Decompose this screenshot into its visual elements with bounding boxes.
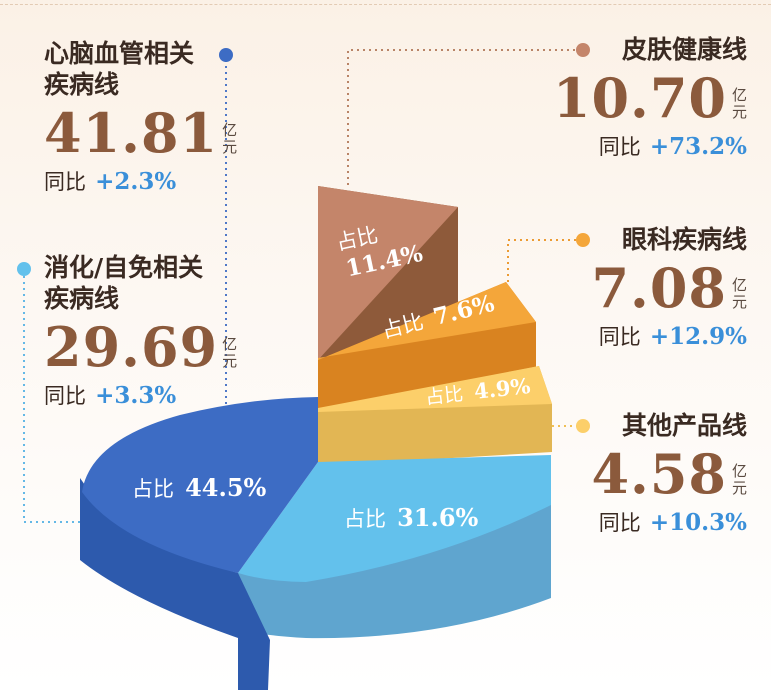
category-name-line2: 疾病线 [44, 284, 120, 313]
connector-digest [23, 270, 300, 523]
category-name-line2: 疾病线 [44, 70, 120, 99]
growth-prefix: 同比 [44, 384, 86, 408]
growth-value: +3.3% [95, 382, 177, 409]
share-label-cardio: 占比 44.5% [132, 473, 267, 502]
legend-dot-cardio [219, 48, 233, 62]
revenue-value: 10.70 [552, 66, 727, 130]
pie-slice-cardio [80, 397, 318, 690]
growth-prefix: 同比 [44, 170, 86, 194]
category-name: 心脑血管相关 [44, 39, 195, 68]
connector-skin [347, 49, 576, 185]
unit-label: 亿元 [731, 86, 747, 121]
category-name: 眼科疾病线 [621, 225, 747, 254]
growth-value: +73.2% [649, 133, 747, 160]
category-name: 皮肤健康线 [621, 35, 747, 64]
legend-dot-digest [17, 262, 31, 276]
revenue-value: 29.69 [44, 315, 219, 379]
legend-dot-eye [576, 233, 590, 247]
pie-slice-digest [238, 455, 551, 639]
legend-dot-skin [576, 43, 590, 57]
legend-dot-other [576, 419, 590, 433]
unit-label: 亿元 [222, 121, 238, 156]
share-label-digest: 占比 31.6% [344, 503, 479, 532]
pie-slice-other [318, 366, 552, 466]
revenue-value: 41.81 [44, 101, 219, 165]
top-divider [0, 4, 771, 5]
connector-eye [507, 239, 576, 282]
growth-prefix: 同比 [598, 511, 641, 535]
category-name: 其他产品线 [621, 411, 747, 440]
unit-label: 亿元 [222, 335, 238, 370]
share-label-other: 占比 4.9% [424, 373, 532, 409]
callout-eye: 眼科疾病线 7.08 亿元 同比 +12.9% [591, 224, 747, 351]
callout-cardio: 心脑血管相关 疾病线 41.81 亿元 同比 +2.3% [44, 38, 238, 196]
revenue-value: 7.08 [591, 256, 727, 320]
unit-label: 亿元 [731, 462, 747, 497]
growth-prefix: 同比 [598, 325, 641, 349]
growth-value: +10.3% [649, 509, 747, 536]
growth-value: +12.9% [649, 323, 747, 350]
callout-skin: 皮肤健康线 10.70 亿元 同比 +73.2% [553, 34, 747, 161]
revenue-value: 4.58 [591, 442, 727, 506]
unit-label: 亿元 [731, 276, 747, 311]
growth-value: +2.3% [95, 168, 177, 195]
category-name: 消化/自免相关 [44, 253, 204, 282]
callout-other: 其他产品线 4.58 亿元 同比 +10.3% [591, 410, 747, 537]
callout-digest: 消化/自免相关 疾病线 29.69 亿元 同比 +3.3% [44, 252, 238, 410]
growth-prefix: 同比 [598, 135, 641, 159]
